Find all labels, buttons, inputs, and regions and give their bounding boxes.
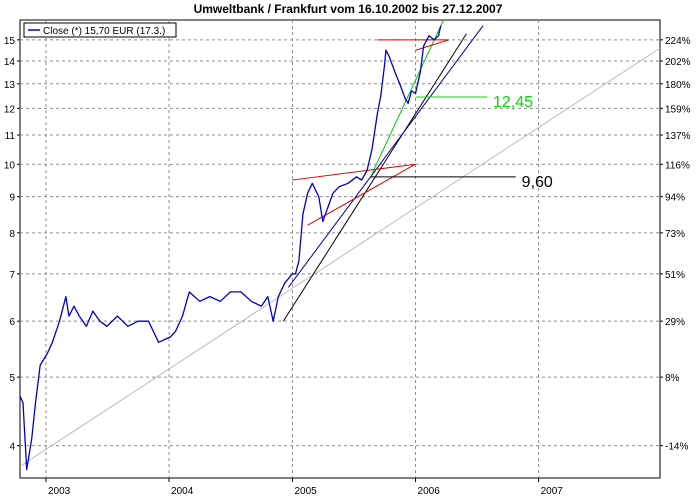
y-tick-label: 9 [9, 193, 15, 204]
x-tick-label: 2006 [418, 486, 441, 497]
y-tick-label: 15 [4, 36, 16, 47]
y-tick-label: 12 [4, 104, 16, 115]
price-levels: 9,60 12,45 [370, 94, 553, 191]
x-tick-label: 2007 [541, 486, 564, 497]
legend-box [23, 22, 177, 38]
y-tick-label: 7 [9, 270, 15, 281]
y2-tick-label: 8% [665, 373, 680, 384]
x-tick-label: 2003 [48, 486, 71, 497]
legend-entry: Close (*) 15,70 EUR (17.3.) [43, 26, 165, 37]
y2-tick-label: 94% [665, 193, 685, 204]
y2-tick-label: -14% [665, 442, 688, 453]
trendline [288, 25, 484, 288]
x-tick-label: 2005 [294, 486, 317, 497]
y-tick-label: 11 [5, 131, 16, 142]
y-tick-label: 14 [4, 57, 16, 68]
trendline [21, 47, 661, 466]
y2-tick-label: 137% [665, 131, 691, 142]
legend: Close (*) 15,70 EUR (17.3.) [23, 22, 177, 38]
y2-tick-label: 224% [665, 36, 691, 47]
y2-tick-label: 116% [665, 160, 690, 171]
y-tick-label: 8 [9, 229, 15, 240]
level-label: 12,45 [493, 94, 533, 111]
x-tick-label: 2004 [171, 486, 194, 497]
chart-title: Umweltbank / Frankfurt vom 16.10.2002 bi… [194, 2, 503, 16]
axes: 4 5 6 7 8 9 10 11 12 13 14 15 224% 202% 180% 159% 137% 11… [4, 36, 691, 497]
y2-tick-label: 51% [665, 270, 685, 281]
y-tick-label: 10 [4, 160, 16, 171]
trendlines [21, 19, 661, 466]
trendline [415, 39, 450, 51]
plot-frame [19, 19, 661, 479]
y-tick-label: 6 [9, 317, 15, 328]
series-line [19, 25, 442, 471]
y-tick-label: 5 [9, 373, 15, 384]
trendline [292, 163, 416, 181]
y2-tick-label: 159% [665, 104, 691, 115]
y2-tick-label: 29% [665, 317, 685, 328]
y-tick-label: 4 [9, 442, 15, 453]
y-tick-label: 13 [4, 80, 16, 91]
series [19, 25, 442, 471]
y2-tick-label: 202% [665, 57, 691, 68]
level-label: 9,60 [522, 174, 553, 191]
trendline [282, 33, 467, 322]
y2-tick-label: 73% [665, 229, 685, 240]
y2-tick-label: 180% [665, 80, 691, 91]
